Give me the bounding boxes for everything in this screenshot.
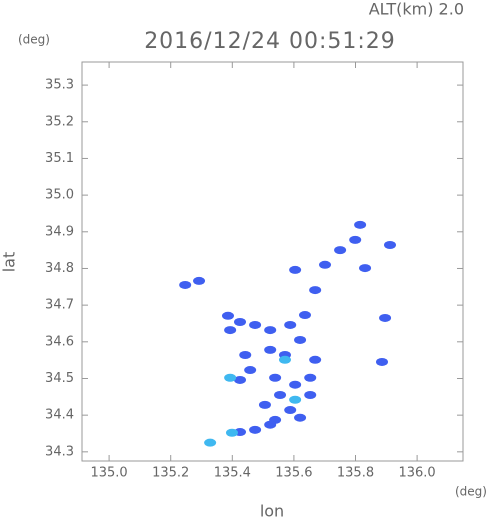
echo-point: [269, 373, 282, 382]
y-tick-label: 34.5: [45, 371, 74, 386]
echo-point: [258, 400, 271, 409]
echo-point: [384, 240, 397, 249]
echo-point: [234, 375, 247, 384]
echo-point: [244, 366, 257, 375]
echo-point: [225, 428, 238, 437]
echo-point: [309, 355, 322, 364]
echo-point: [274, 390, 287, 399]
x-tick-label: 135.2: [152, 466, 189, 481]
x-tick-label: 135.6: [275, 466, 312, 481]
x-axis-label: lon: [260, 502, 284, 521]
chart-title: 2016/12/24 00:51:29: [144, 29, 396, 54]
y-tick-label: 34.9: [45, 224, 74, 239]
x-tick-label: 135.0: [90, 466, 127, 481]
echo-point: [264, 420, 277, 429]
echo-point: [249, 320, 262, 329]
chart-subtitle: ALT(km) 2.0: [369, 0, 464, 19]
y-tick-label: 35.0: [45, 188, 74, 203]
echo-point: [294, 335, 307, 344]
y-axis-label: lat: [0, 252, 19, 273]
echo-point: [334, 246, 347, 255]
y-tick-label: 34.3: [45, 444, 74, 459]
echo-point: [234, 318, 247, 327]
x-tick-label: 135.4: [214, 466, 251, 481]
x-unit: (deg): [455, 485, 487, 499]
echo-point: [359, 264, 372, 273]
echo-point: [224, 373, 237, 382]
echo-point: [249, 425, 262, 434]
echo-point: [221, 311, 234, 320]
echo-point: [193, 276, 206, 285]
y-tick-label: 35.3: [45, 78, 74, 93]
y-unit: (deg): [18, 33, 50, 47]
echo-point: [354, 220, 367, 229]
echo-point: [278, 355, 291, 364]
echo-point: [204, 438, 217, 447]
echo-point: [294, 413, 307, 422]
echo-point: [289, 380, 302, 389]
echo-point: [349, 235, 362, 244]
echo-point: [304, 373, 317, 382]
echo-point: [239, 351, 252, 360]
echo-point: [264, 326, 277, 335]
y-tick-label: 35.1: [45, 151, 74, 166]
echo-point: [289, 265, 302, 274]
echo-point: [379, 313, 392, 322]
echo-point: [179, 280, 192, 289]
y-tick-label: 35.2: [45, 114, 74, 129]
y-tick-label: 34.8: [45, 261, 74, 276]
echo-point: [284, 320, 297, 329]
echo-point: [289, 395, 302, 404]
echo-point: [264, 345, 277, 354]
echo-point: [375, 357, 388, 366]
echo-point: [319, 260, 332, 269]
echo-point: [309, 286, 322, 295]
echo-point: [224, 326, 237, 335]
echo-point: [304, 390, 317, 399]
y-tick-label: 34.6: [45, 334, 74, 349]
y-tick-label: 34.4: [45, 408, 74, 423]
y-tick-label: 34.7: [45, 298, 74, 313]
echo-point: [284, 406, 297, 415]
x-tick-label: 136.0: [398, 466, 435, 481]
echo-point: [298, 311, 311, 320]
x-tick-label: 135.8: [337, 466, 374, 481]
plot-frame: [81, 61, 464, 462]
